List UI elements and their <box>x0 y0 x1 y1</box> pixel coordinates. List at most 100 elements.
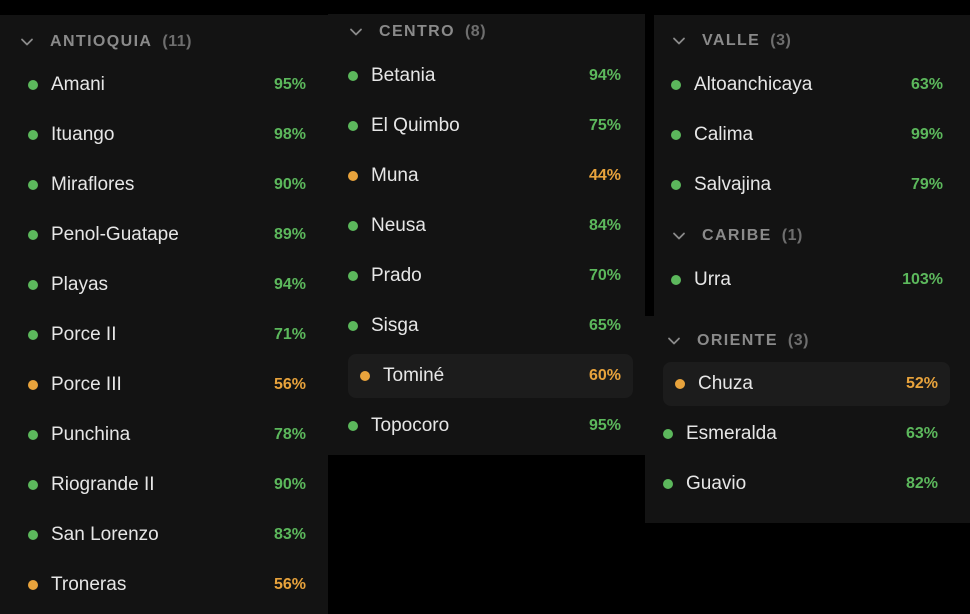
list-item[interactable]: Punchina 78% <box>28 413 318 457</box>
item-name: Punchina <box>51 424 131 445</box>
item-name: Porce II <box>51 324 117 345</box>
list-item[interactable]: Playas 94% <box>28 263 318 307</box>
group-header-caribe[interactable]: CARIBE (1) <box>672 219 803 253</box>
item-name: San Lorenzo <box>51 524 159 545</box>
list-item[interactable]: Topocoro 95% <box>348 404 633 448</box>
item-percentage: 103% <box>902 271 943 288</box>
list-item[interactable]: Ituango 98% <box>28 113 318 157</box>
group-count: (3) <box>787 332 809 349</box>
list-item[interactable]: Urra 103% <box>671 258 955 302</box>
item-percentage: 89% <box>273 226 306 243</box>
group-title: CARIBE <box>702 227 772 244</box>
item-percentage: 71% <box>273 326 306 343</box>
list-item[interactable]: Riogrande II 90% <box>28 463 318 507</box>
list-item[interactable]: Amani 95% <box>28 63 318 107</box>
item-percentage: 94% <box>588 67 621 84</box>
item-name: Calima <box>694 124 754 145</box>
list-item[interactable]: Altoanchicaya 63% <box>671 63 955 107</box>
chevron-down-icon[interactable] <box>349 25 363 39</box>
list-item[interactable]: Calima 99% <box>671 113 955 157</box>
status-dot-icon <box>28 230 38 240</box>
status-dot-icon <box>671 80 681 90</box>
status-dot-icon <box>348 171 358 181</box>
item-percentage: 99% <box>910 126 943 143</box>
status-dot-icon <box>348 271 358 281</box>
group-header-oriente[interactable]: ORIENTE (3) <box>667 324 809 358</box>
item-name: Guavio <box>686 473 747 494</box>
item-percentage: 95% <box>588 417 621 434</box>
item-name: Tominé <box>383 365 445 386</box>
list-item[interactable]: Betania 94% <box>348 54 633 98</box>
item-name: Prado <box>371 265 422 286</box>
item-name: Topocoro <box>371 415 450 436</box>
item-percentage: 90% <box>273 176 306 193</box>
item-percentage: 70% <box>588 267 621 284</box>
item-name: Porce III <box>51 374 122 395</box>
item-percentage: 95% <box>273 76 306 93</box>
item-name: Chuza <box>698 373 753 394</box>
item-name: El Quimbo <box>371 115 460 136</box>
list-item[interactable]: San Lorenzo 83% <box>28 513 318 557</box>
list-item[interactable]: Guavio 82% <box>663 462 950 506</box>
list-item[interactable]: Sisga 65% <box>348 304 633 348</box>
list-item[interactable]: Esmeralda 63% <box>663 412 950 456</box>
item-name: Neusa <box>371 215 426 236</box>
list-item[interactable]: Miraflores 90% <box>28 163 318 207</box>
group-header-antioquia[interactable]: ANTIOQUIA (11) <box>20 25 192 59</box>
status-dot-icon <box>28 380 38 390</box>
list-item[interactable]: El Quimbo 75% <box>348 104 633 148</box>
list-item[interactable]: Troneras 56% <box>28 563 318 607</box>
item-name: Muna <box>371 165 419 186</box>
item-percentage: 82% <box>905 475 938 492</box>
item-name: Urra <box>694 269 731 290</box>
item-name: Salvajina <box>694 174 772 195</box>
group-count: (3) <box>770 32 792 49</box>
status-dot-icon <box>28 80 38 90</box>
chevron-down-icon[interactable] <box>672 34 686 48</box>
group-title: CENTRO <box>379 23 455 40</box>
chevron-down-icon[interactable] <box>667 334 681 348</box>
status-dot-icon <box>671 130 681 140</box>
status-dot-icon <box>28 580 38 590</box>
status-dot-icon <box>348 321 358 331</box>
list-item[interactable]: Neusa 84% <box>348 204 633 248</box>
item-percentage: 75% <box>588 117 621 134</box>
status-dot-icon <box>663 429 673 439</box>
chevron-down-icon[interactable] <box>20 35 34 49</box>
group-header-valle[interactable]: VALLE (3) <box>672 24 791 58</box>
status-dot-icon <box>675 379 685 389</box>
group-count: (1) <box>781 227 803 244</box>
status-dot-icon <box>671 275 681 285</box>
list-item[interactable]: Tominé 60% <box>348 354 633 398</box>
group-panel-antioquia <box>0 15 328 614</box>
group-header-centro[interactable]: CENTRO (8) <box>349 15 486 49</box>
group-panel-valle <box>654 15 970 316</box>
list-item[interactable]: Porce II 71% <box>28 313 318 357</box>
list-item[interactable]: Porce III 56% <box>28 363 318 407</box>
list-item[interactable]: Prado 70% <box>348 254 633 298</box>
group-panel-oriente <box>645 316 970 523</box>
item-name: Sisga <box>371 315 419 336</box>
list-item[interactable]: Muna 44% <box>348 154 633 198</box>
item-name: Ituango <box>51 124 115 145</box>
item-name: Playas <box>51 274 109 295</box>
item-percentage: 56% <box>273 576 306 593</box>
status-dot-icon <box>28 330 38 340</box>
item-name: Penol-Guatape <box>51 224 179 245</box>
item-percentage: 78% <box>273 426 306 443</box>
status-dot-icon <box>28 480 38 490</box>
list-item[interactable]: Salvajina 79% <box>671 163 955 207</box>
status-dot-icon <box>360 371 370 381</box>
item-percentage: 65% <box>588 317 621 334</box>
status-dot-icon <box>28 180 38 190</box>
item-percentage: 63% <box>910 76 943 93</box>
list-item[interactable]: Penol-Guatape 89% <box>28 213 318 257</box>
item-percentage: 44% <box>588 167 621 184</box>
item-percentage: 90% <box>273 476 306 493</box>
item-name: Riogrande II <box>51 474 155 495</box>
list-item[interactable]: Chuza 52% <box>663 362 950 406</box>
status-dot-icon <box>348 121 358 131</box>
status-dot-icon <box>348 221 358 231</box>
status-dot-icon <box>348 71 358 81</box>
chevron-down-icon[interactable] <box>672 229 686 243</box>
